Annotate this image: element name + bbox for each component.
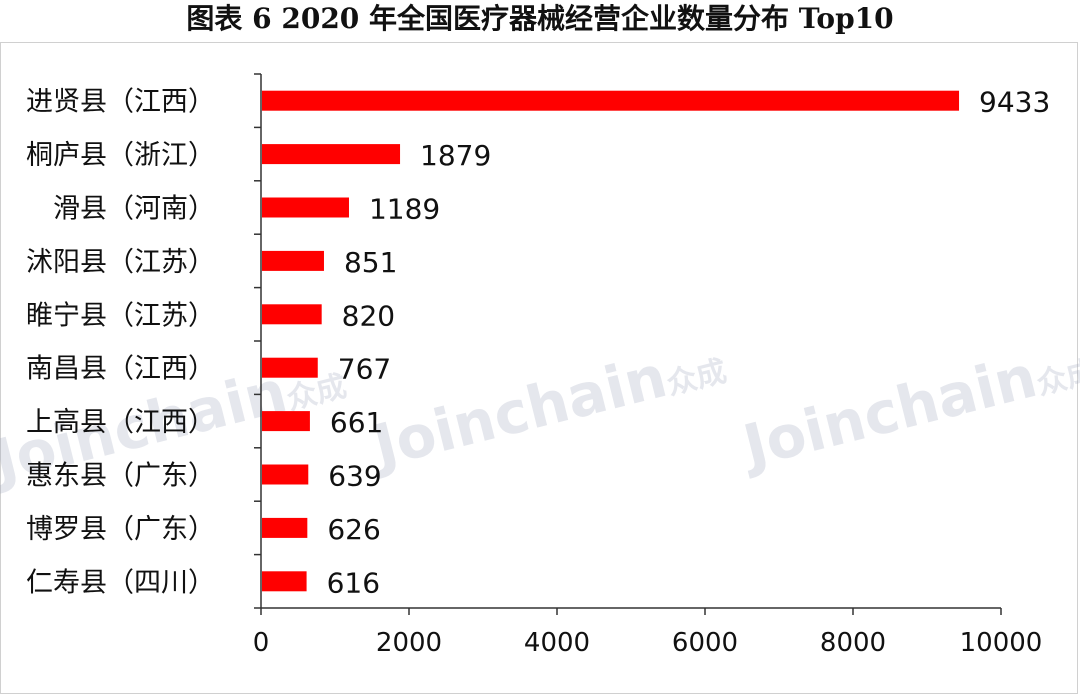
data-label: 9433 <box>979 86 1050 119</box>
data-label: 626 <box>327 513 380 546</box>
chart-frame <box>0 42 1078 694</box>
data-label: 851 <box>344 246 397 279</box>
bar <box>262 144 401 165</box>
category-label: 睢宁县（江苏） <box>26 300 215 331</box>
data-label: 616 <box>327 566 380 599</box>
x-tick-label: 8000 <box>820 628 886 658</box>
data-label: 767 <box>338 353 391 386</box>
bar <box>262 250 324 271</box>
category-label: 上高县（江西） <box>26 407 215 438</box>
bar <box>262 304 322 325</box>
bar <box>262 90 960 111</box>
bar <box>262 571 307 592</box>
bar <box>262 197 349 218</box>
x-tick-label: 2000 <box>376 628 442 658</box>
bar <box>262 517 308 538</box>
chart-title: 图表 6 2020 年全国医疗器械经营企业数量分布 Top10 <box>186 2 894 35</box>
bar <box>262 464 309 485</box>
bar <box>262 411 310 432</box>
category-label: 仁寿县（四川） <box>26 567 215 598</box>
category-label: 南昌县（江西） <box>26 354 215 385</box>
category-label: 惠东县（广东） <box>26 461 215 492</box>
category-label: 桐庐县（浙江） <box>26 140 215 171</box>
category-label: 沭阳县（江苏） <box>26 247 215 278</box>
data-label: 1189 <box>369 193 440 226</box>
bar <box>262 357 318 378</box>
x-tick-label: 4000 <box>524 628 590 658</box>
data-label: 661 <box>330 406 383 439</box>
category-label: 博罗县（广东） <box>26 514 215 545</box>
category-label: 滑县（河南） <box>53 194 215 225</box>
data-label: 820 <box>342 299 395 332</box>
x-tick-label: 0 <box>253 628 270 658</box>
x-tick-label: 10000 <box>960 628 1043 658</box>
data-label: 1879 <box>420 139 491 172</box>
x-tick-label: 6000 <box>672 628 738 658</box>
category-label: 进贤县（江西） <box>26 87 215 118</box>
data-label: 639 <box>328 460 381 493</box>
